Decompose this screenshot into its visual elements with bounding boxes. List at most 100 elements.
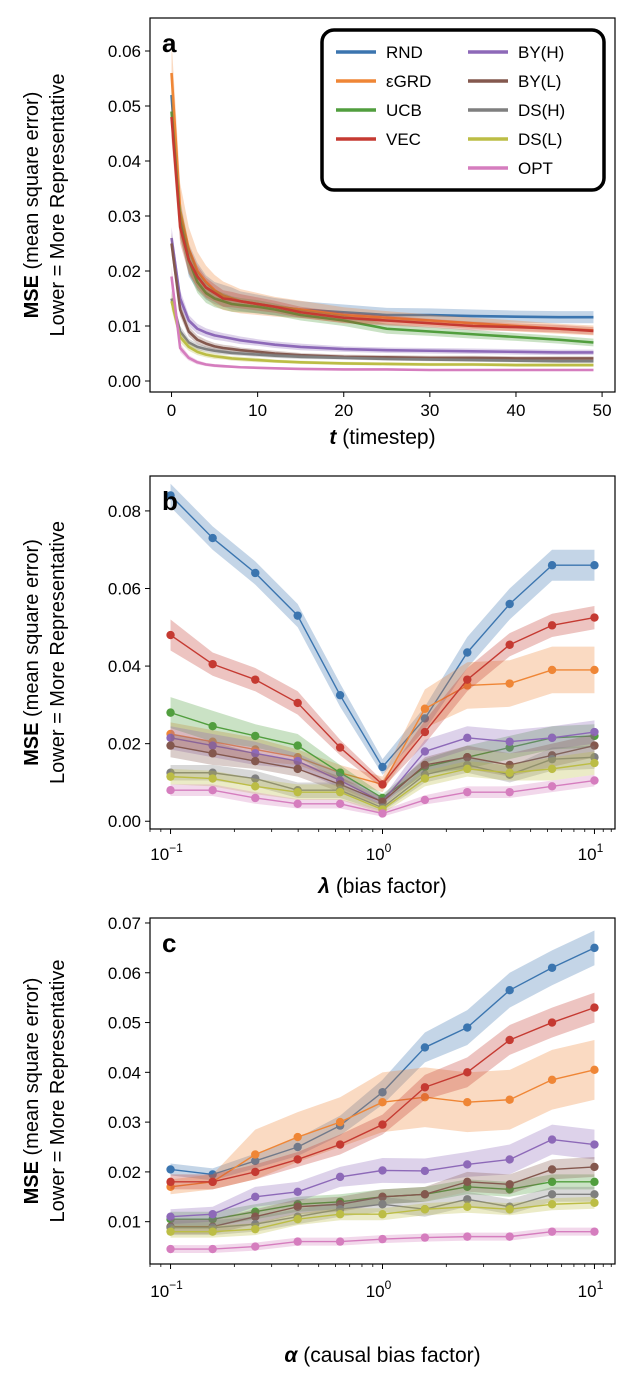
point-eGRD-c-10 [590, 1065, 599, 1075]
point-RND-b-4 [335, 690, 345, 700]
ytick-label-a-1: 0.01 [108, 317, 141, 336]
point-RND-c-8 [505, 985, 514, 995]
point-BYH-b-7 [463, 733, 472, 743]
xlabel-symbol-b: λ [317, 875, 330, 898]
point-RND-b-9 [547, 561, 557, 570]
point-BYH-c-4 [335, 1172, 345, 1182]
panel-label-c: c [162, 928, 176, 958]
legend-label-DSL: DS(L) [518, 130, 562, 149]
point-BYH-b-2 [251, 749, 260, 758]
point-BYL-b-10 [590, 741, 599, 750]
ytick-label-a-3: 0.03 [108, 207, 141, 226]
point-RND-c-6 [420, 1043, 430, 1052]
band-RND-c [170, 930, 595, 1181]
series-RND-b [166, 483, 599, 775]
band-BYL-a [171, 232, 594, 361]
ylabel-line1-b: MSE (mean square error) [21, 539, 43, 766]
point-DSL-c-7 [463, 1202, 472, 1211]
point-VEC-b-9 [547, 621, 557, 630]
ytick-label-c-1: 0.02 [108, 1163, 141, 1182]
point-DSL-c-4 [335, 1210, 345, 1219]
legend-label-DSH: DS(H) [518, 101, 565, 120]
ytick-label-b-2: 0.04 [108, 657, 141, 676]
point-VEC-c-1 [208, 1177, 217, 1187]
point-OPT-b-2 [251, 793, 260, 803]
series-BYL-b [166, 733, 599, 807]
point-RND-c-0 [166, 1165, 175, 1174]
xlabel-symbol-c: α [284, 1344, 298, 1367]
point-RND-b-3 [293, 611, 302, 620]
xtick-label-b-2: 101 [578, 841, 604, 864]
point-OPT-c-9 [547, 1227, 557, 1236]
point-UCB-c-10 [590, 1177, 599, 1187]
point-VEC-b-7 [463, 675, 472, 684]
ytick-label-c-5: 0.06 [108, 964, 141, 983]
ylabel-line2-c: Lower = More Representative [47, 960, 69, 1223]
point-BYL-c-3 [293, 1202, 302, 1211]
point-DSL-b-4 [335, 787, 345, 797]
point-DSL-c-5 [378, 1210, 387, 1219]
point-BYL-b-0 [166, 741, 175, 750]
xtick-label-c-2: 101 [578, 1278, 604, 1301]
ytick-label-b-0: 0.00 [108, 812, 141, 831]
point-BYH-c-6 [420, 1166, 430, 1176]
xlabel-rest-b: (bias factor) [330, 875, 447, 898]
plot-area-b [166, 483, 599, 818]
xtick-label-a-5: 50 [593, 401, 612, 420]
point-BYH-c-2 [251, 1192, 260, 1201]
point-DSL-b-1 [208, 774, 217, 783]
point-BYH-c-5 [378, 1166, 387, 1175]
line-BYL-a [170, 243, 594, 360]
point-DSH-b-9 [547, 754, 557, 764]
point-BYL-c-7 [463, 1177, 472, 1187]
xtick-exp-b-0: −1 [169, 841, 183, 855]
legend-label-eGRD: εGRD [386, 72, 431, 91]
point-eGRD-c-4 [335, 1117, 345, 1127]
point-BYH-c-8 [505, 1155, 514, 1164]
series-BYH-a [170, 227, 594, 356]
panel-a: 0.00 0.01 0.02 0.03 0.04 0.05 0.06 0 10 20 30 40 50 a… [21, 17, 616, 449]
point-OPT-c-8 [505, 1232, 514, 1241]
ytick-label-b-4: 0.08 [108, 502, 141, 521]
point-BYL-c-9 [547, 1165, 557, 1174]
xtick-base-b-0: 10 [150, 845, 169, 864]
xtick-exp-c-2: 1 [597, 1278, 604, 1292]
point-RND-b-10 [590, 561, 599, 570]
point-BYL-c-2 [251, 1212, 260, 1221]
ytick-label-c-0: 0.01 [108, 1213, 141, 1232]
point-RND-b-2 [251, 568, 260, 578]
legend-label-OPT: OPT [518, 159, 553, 178]
ytick-label-b-3: 0.06 [108, 579, 141, 598]
point-BYH-c-10 [590, 1140, 599, 1149]
point-BYL-b-5 [378, 797, 387, 807]
ylabel-bold-b: MSE [21, 723, 43, 766]
point-VEC-c-10 [590, 1003, 599, 1012]
point-VEC-b-6 [420, 727, 430, 737]
point-BYH-c-7 [463, 1160, 472, 1169]
ylabel-rest-b: (mean square error) [21, 539, 43, 722]
point-BYL-c-10 [590, 1162, 599, 1172]
point-DSH-b-1 [208, 768, 217, 777]
point-RND-c-3 [293, 1142, 302, 1152]
point-VEC-c-3 [293, 1155, 302, 1164]
point-eGRD-c-2 [251, 1150, 260, 1159]
point-VEC-c-2 [251, 1167, 260, 1177]
point-eGRD-c-7 [463, 1098, 472, 1107]
xtick-exp-b-2: 1 [597, 841, 604, 855]
point-BYH-c-1 [208, 1210, 217, 1219]
xlabel-b: λ (bias factor) [317, 875, 446, 898]
point-eGRD-c-8 [505, 1095, 514, 1104]
series-BYH-c [166, 1124, 599, 1225]
point-DSL-c-8 [505, 1205, 514, 1214]
ytick-label-c-3: 0.04 [108, 1063, 141, 1082]
point-BYL-b-2 [251, 756, 260, 766]
point-OPT-c-3 [293, 1237, 302, 1246]
line-BYH-a [170, 237, 594, 354]
point-DSL-c-3 [293, 1214, 302, 1224]
point-VEC-c-9 [547, 1018, 557, 1027]
ytick-label-c-6: 0.07 [108, 914, 141, 933]
point-RND-c-7 [463, 1023, 472, 1032]
